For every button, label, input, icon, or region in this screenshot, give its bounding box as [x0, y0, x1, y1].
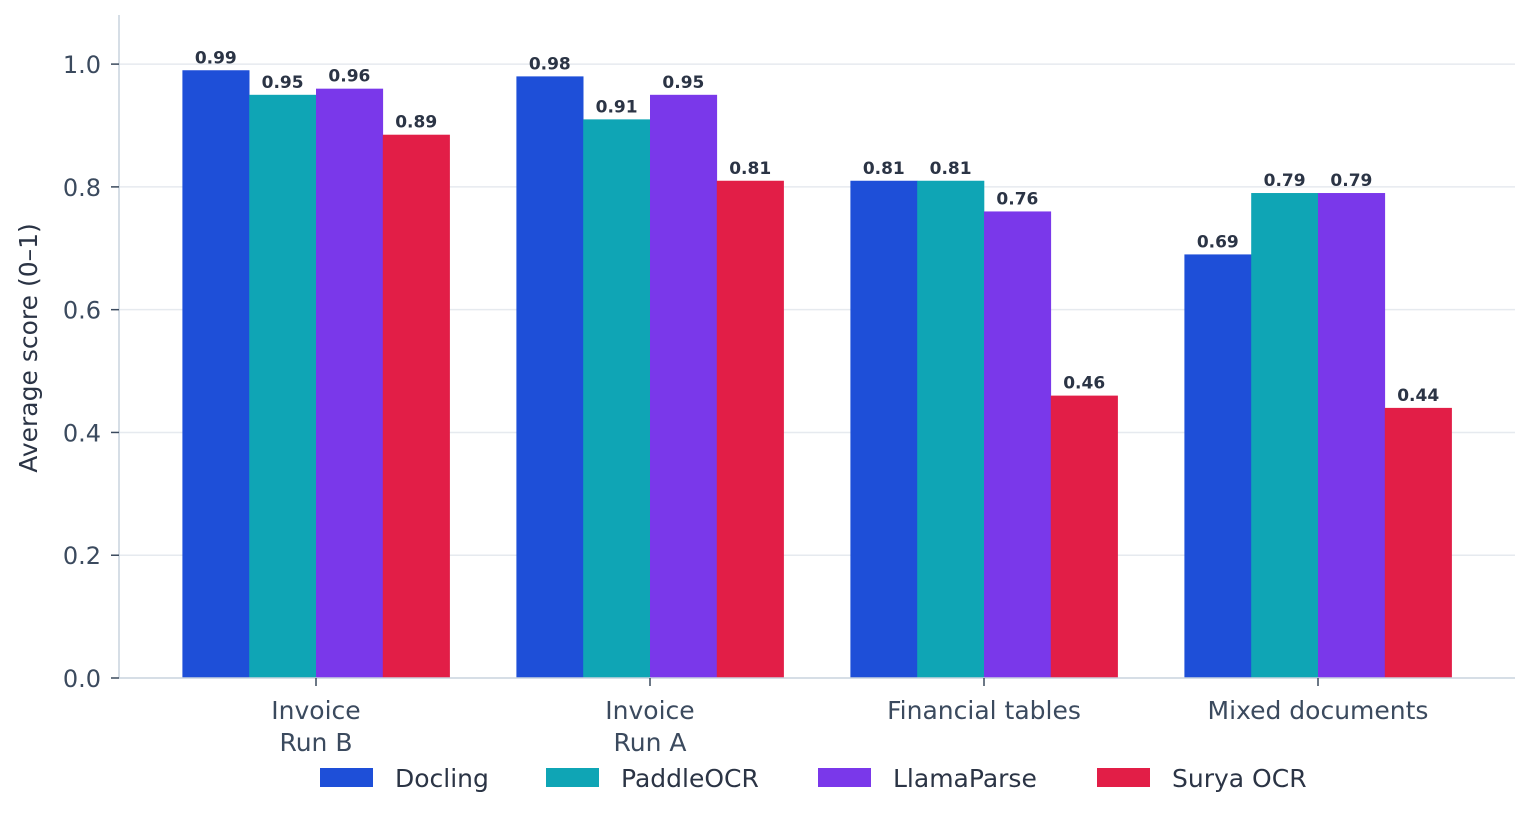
bar — [382, 134, 450, 679]
x-tick-label: Run B — [279, 728, 352, 757]
bar — [1184, 254, 1252, 678]
y-tick-label: 0.2 — [63, 542, 101, 570]
x-tick-label: Invoice — [271, 696, 360, 725]
y-tick-label: 0.8 — [63, 174, 101, 202]
bar — [1251, 193, 1319, 678]
data-label: 0.98 — [529, 54, 571, 74]
x-tick-label: Run A — [614, 728, 687, 757]
x-tick-label: Financial tables — [887, 696, 1081, 725]
data-label: 0.95 — [262, 73, 304, 93]
legend-swatch — [320, 768, 373, 787]
data-label: 0.95 — [662, 73, 704, 93]
bar — [650, 94, 718, 679]
y-tick-label: 0.4 — [63, 419, 101, 447]
bar — [1318, 193, 1386, 678]
legend-swatch — [1097, 768, 1150, 787]
bar — [583, 119, 651, 679]
data-label: 0.44 — [1397, 386, 1439, 406]
bar — [1050, 395, 1118, 678]
bar — [984, 211, 1052, 678]
bar — [1384, 407, 1452, 678]
data-label: 0.91 — [596, 97, 638, 117]
axes — [118, 15, 1515, 679]
bar — [716, 180, 784, 678]
data-labels: 0.99 0.95 0.96 0.89 0.98 0.91 0.95 0.81 0.81 0.81… — [195, 48, 1440, 406]
data-label: 0.46 — [1063, 374, 1105, 394]
legend-swatch — [546, 768, 599, 787]
legend-swatch — [818, 768, 871, 787]
data-label: 0.79 — [1330, 171, 1372, 191]
legend-label: Surya OCR — [1172, 764, 1307, 793]
data-label: 0.89 — [395, 113, 437, 133]
data-label: 0.81 — [863, 159, 905, 179]
bar — [917, 180, 985, 678]
data-label: 0.79 — [1264, 171, 1306, 191]
bar — [316, 88, 384, 678]
y-tick-label: 0.0 — [63, 665, 101, 693]
data-label: 0.81 — [930, 159, 972, 179]
bars — [182, 70, 1452, 679]
data-label: 0.96 — [328, 67, 370, 87]
x-axis-ticks: Invoice Run B Invoice Run A Financial tables… — [271, 678, 1428, 757]
legend-label: PaddleOCR — [621, 764, 759, 793]
data-label: 0.99 — [195, 48, 237, 68]
data-label: 0.76 — [996, 189, 1038, 209]
bar — [516, 76, 584, 678]
bar — [249, 94, 317, 679]
bar — [182, 70, 250, 678]
legend-label: LlamaParse — [893, 764, 1037, 793]
y-axis-ticks: 0.0 0.2 0.4 0.6 0.8 1.0 — [63, 51, 119, 693]
legend-label: Docling — [395, 764, 489, 793]
y-tick-label: 0.6 — [63, 297, 101, 325]
data-label: 0.69 — [1197, 232, 1239, 252]
bar — [850, 180, 918, 678]
x-tick-label: Invoice — [605, 696, 694, 725]
legend: Docling PaddleOCR LlamaParse Surya OCR — [320, 764, 1307, 793]
data-label: 0.81 — [729, 159, 771, 179]
x-tick-label: Mixed documents — [1208, 696, 1429, 725]
y-tick-label: 1.0 — [63, 51, 101, 79]
y-axis-title: Average score (0–1) — [14, 223, 43, 473]
